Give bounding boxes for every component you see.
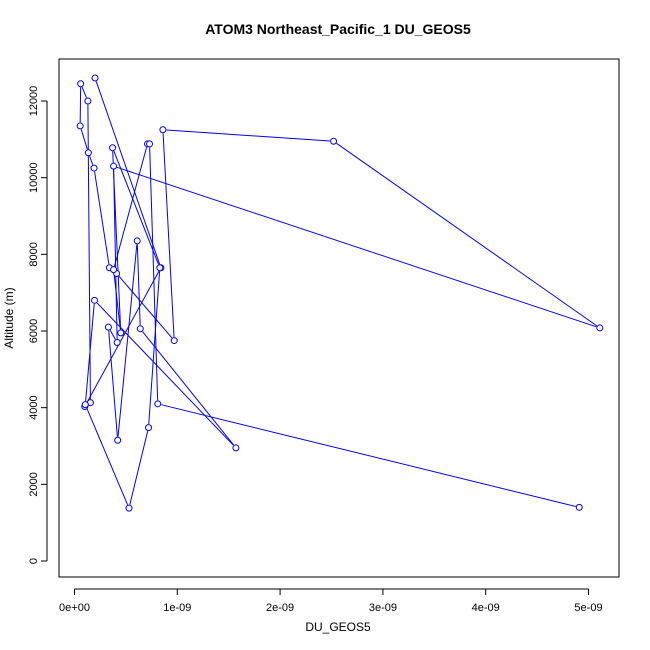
data-point — [109, 144, 117, 152]
x-tick-label: 2e-09 — [266, 602, 294, 614]
data-point — [110, 266, 118, 274]
series-segment — [161, 404, 576, 507]
series-segment — [148, 271, 161, 425]
series-segment — [136, 244, 141, 326]
series-segment — [86, 407, 129, 505]
series-segment — [113, 169, 118, 339]
y-tick-label: 12000 — [28, 86, 40, 117]
chart-title: ATOM3 Northeast_Pacific_1 DU_GEOS5 — [205, 21, 471, 37]
x-tick-label: 5e-09 — [574, 602, 602, 614]
y-tick-label: 4000 — [28, 395, 40, 419]
data-point — [84, 149, 92, 157]
series-segment — [162, 133, 175, 338]
data-point — [145, 424, 153, 432]
series-segment — [94, 171, 110, 265]
series-points — [76, 74, 604, 512]
series-segment — [109, 330, 116, 340]
series-segment — [96, 302, 234, 446]
data-point — [104, 323, 112, 331]
series-segment — [113, 273, 121, 330]
data-point — [81, 401, 89, 409]
series-segment — [112, 151, 122, 330]
data-point — [154, 400, 162, 408]
series-segment — [80, 129, 88, 150]
data-point — [159, 126, 167, 134]
y-tick-label: 8000 — [28, 242, 40, 266]
x-tick-label: 0e+00 — [59, 602, 90, 614]
data-point — [596, 324, 604, 332]
data-point — [90, 164, 98, 172]
series-segment — [149, 147, 159, 401]
series-lines — [79, 81, 598, 507]
series-segment — [117, 244, 138, 437]
y-tick-label: 10000 — [28, 162, 40, 193]
data-point — [146, 140, 154, 148]
data-point — [136, 325, 144, 333]
data-point — [77, 80, 85, 88]
data-point — [330, 137, 338, 145]
data-point — [110, 162, 118, 170]
series-segment — [114, 147, 148, 267]
data-point — [76, 122, 84, 130]
data-point — [114, 436, 122, 444]
series-segment — [86, 270, 160, 404]
data-point — [232, 444, 240, 452]
series-segment — [118, 275, 173, 339]
data-point — [125, 504, 133, 512]
data-point — [91, 74, 99, 82]
series-segment — [108, 330, 118, 437]
data-point — [113, 339, 121, 346]
series-segment — [336, 142, 598, 327]
data-point — [170, 337, 178, 345]
series-segment — [85, 303, 95, 402]
data-point — [156, 264, 164, 272]
x-axis-label: DU_GEOS5 — [305, 620, 371, 634]
series-segment — [81, 86, 87, 98]
data-point — [117, 329, 125, 337]
y-tick-label: 2000 — [28, 472, 40, 496]
series-segment — [113, 150, 159, 265]
series-segment — [95, 81, 161, 265]
data-point — [91, 296, 99, 304]
data-point — [84, 97, 92, 105]
series-segment — [89, 155, 94, 165]
x-axis: 0e+00 1e-09 2e-09 3e-09 4e-09 5e-09 — [59, 588, 603, 614]
y-tick-label: 6000 — [28, 319, 40, 343]
series-segment — [142, 331, 235, 446]
y-axis-label: Altitude (m) — [2, 287, 16, 348]
x-tick-label: 3e-09 — [369, 602, 397, 614]
x-tick-label: 1e-09 — [163, 602, 191, 614]
series-segment — [116, 166, 597, 328]
plot-area-frame — [58, 58, 620, 578]
series-segment — [166, 129, 330, 142]
y-axis: 0 2000 4000 6000 8000 10000 12000 — [28, 86, 48, 564]
series-segment — [129, 430, 149, 505]
data-point — [133, 237, 141, 245]
x-tick-label: 4e-09 — [472, 602, 500, 614]
y-tick-label: 0 — [28, 558, 40, 564]
data-point — [575, 503, 583, 511]
